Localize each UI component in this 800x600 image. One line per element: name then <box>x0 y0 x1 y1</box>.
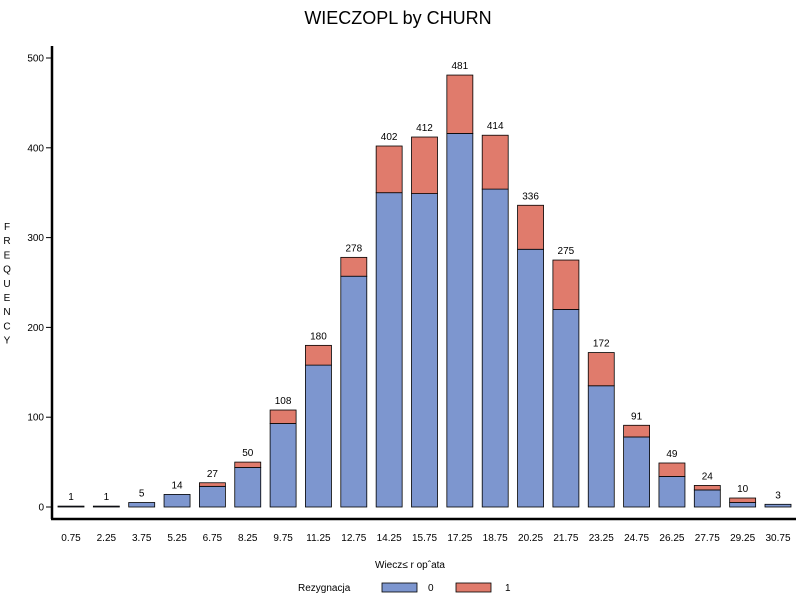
y-tick-label-0: 0 <box>38 503 44 514</box>
y-tick-label-4: 400 <box>27 143 44 154</box>
legend: Rezygnacja 0 1 <box>298 582 511 594</box>
x-tick-label-4: 6.75 <box>203 533 223 544</box>
bar-s1-19 <box>729 497 757 503</box>
data-label-7: 180 <box>310 331 327 342</box>
data-label-0: 1 <box>68 492 74 503</box>
bar-s1-6 <box>269 409 297 424</box>
data-label-13: 336 <box>522 191 539 202</box>
x-tick-label-7: 11.25 <box>306 533 331 544</box>
bar-s1-11 <box>446 74 474 134</box>
x-tick-label-10: 15.75 <box>412 533 437 544</box>
bar-s1-18 <box>693 485 721 491</box>
bar-s0-6 <box>269 423 297 508</box>
bar-s0-10 <box>411 193 438 508</box>
x-tick-label-20: 30.75 <box>765 533 790 544</box>
data-label-20: 3 <box>775 490 781 501</box>
bar-s0-5 <box>234 467 262 508</box>
x-tick-label-13: 20.25 <box>518 533 543 544</box>
data-label-1: 1 <box>104 492 110 503</box>
x-tick-label-8: 12.75 <box>341 533 366 544</box>
x-tick-label-5: 8.25 <box>238 533 258 544</box>
bar-s1-16 <box>623 424 650 438</box>
bar-s1-14 <box>552 259 580 310</box>
y-tick-label-3: 300 <box>27 233 44 244</box>
legend-title: Rezygnacja <box>298 583 351 594</box>
chart-title: WIECZOPL by CHURN <box>304 8 491 28</box>
bar-s0-0 <box>57 505 85 508</box>
data-label-3: 14 <box>171 480 183 491</box>
x-tick-label-17: 26.25 <box>659 533 684 544</box>
data-label-9: 402 <box>381 132 398 143</box>
bar-s0-4 <box>198 485 226 508</box>
data-label-8: 278 <box>345 243 362 254</box>
bar-s1-5 <box>234 461 262 468</box>
legend-label-0: 0 <box>428 583 434 594</box>
y-tick-label-2: 200 <box>27 323 44 334</box>
x-tick-label-18: 27.75 <box>695 533 720 544</box>
x-tick-label-1: 2.25 <box>97 533 117 544</box>
bar-s0-9 <box>375 192 403 508</box>
bar-s0-7 <box>305 364 332 508</box>
bar-s0-16 <box>623 436 650 508</box>
bar-s0-12 <box>481 188 509 508</box>
bar-s1-8 <box>340 256 368 277</box>
bar-s1-12 <box>481 134 509 190</box>
y-tick-label-1: 100 <box>27 413 44 424</box>
bar-s0-19 <box>729 502 757 508</box>
bar-s0-1 <box>92 505 120 508</box>
x-tick-label-12: 18.75 <box>483 533 508 544</box>
data-label-6: 108 <box>275 396 292 407</box>
x-axis: 0.75 2.25 3.75 5.25 6.75 8.25 9.75 11.25 12.75 14… <box>51 517 796 544</box>
bar-s0-11 <box>446 133 474 508</box>
bar-s0-13 <box>517 248 544 508</box>
x-tick-label-16: 24.75 <box>624 533 649 544</box>
bars: 1 1 5 14 27 50 108 180 278 402 412 481 414 336 275 172 9… <box>57 61 792 508</box>
x-tick-label-19: 29.25 <box>730 533 755 544</box>
x-tick-label-14: 21.75 <box>553 533 578 544</box>
bar-s0-20 <box>764 503 792 508</box>
bar-s1-9 <box>375 145 403 194</box>
data-label-18: 24 <box>702 471 714 482</box>
x-tick-label-2: 3.75 <box>132 533 152 544</box>
x-axis-label: Wiecz≤ r opˆata <box>375 559 445 571</box>
data-label-5: 50 <box>242 448 254 459</box>
y-tick-label-5: 500 <box>27 54 44 65</box>
x-tick-label-15: 23.25 <box>589 533 614 544</box>
data-label-12: 414 <box>487 121 504 132</box>
legend-swatch-0 <box>381 582 418 593</box>
data-label-14: 275 <box>558 246 575 257</box>
data-label-4: 27 <box>207 469 219 480</box>
x-tick-label-9: 14.25 <box>377 533 402 544</box>
x-tick-label-3: 5.25 <box>167 533 187 544</box>
bar-s1-4 <box>198 482 226 487</box>
legend-label-1: 1 <box>505 583 511 594</box>
bar-s1-13 <box>517 204 544 250</box>
data-label-15: 172 <box>593 339 610 350</box>
data-label-2: 5 <box>139 489 145 500</box>
legend-swatch-1 <box>455 582 492 593</box>
bar-s0-8 <box>340 275 368 508</box>
bar-s1-15 <box>587 352 615 387</box>
x-tick-label-6: 9.75 <box>273 533 293 544</box>
bar-s0-2 <box>128 502 156 508</box>
bar-s0-18 <box>693 489 721 508</box>
data-label-11: 481 <box>452 61 469 72</box>
bar-s0-15 <box>587 385 615 508</box>
bar-s0-3 <box>163 494 191 508</box>
data-label-10: 412 <box>416 123 433 134</box>
y-axis: 0 100 200 300 400 500 <box>27 46 54 519</box>
bar-s1-10 <box>411 136 438 194</box>
data-label-17: 49 <box>666 449 678 460</box>
data-label-16: 91 <box>631 411 643 422</box>
x-tick-label-11: 17.25 <box>447 533 472 544</box>
bar-s1-7 <box>305 344 332 366</box>
bar-s0-14 <box>552 309 580 508</box>
data-label-19: 10 <box>737 484 749 495</box>
bar-s0-17 <box>658 476 686 508</box>
bar-s1-17 <box>658 462 686 477</box>
x-tick-label-0: 0.75 <box>61 533 81 544</box>
